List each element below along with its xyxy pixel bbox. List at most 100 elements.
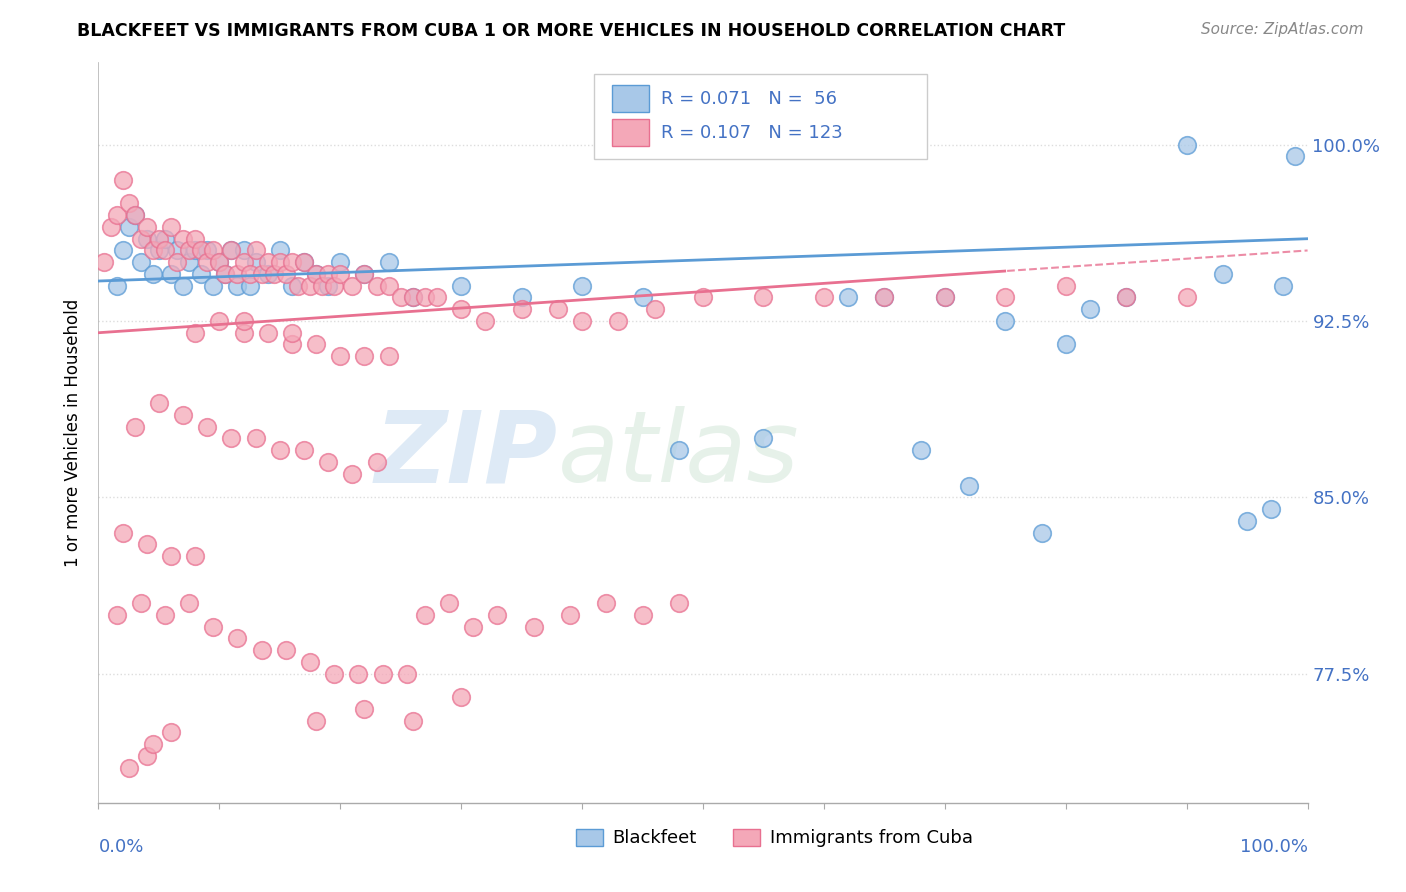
Point	[179, 596, 201, 610]
Point	[105, 208, 128, 222]
Point	[371, 666, 394, 681]
Point	[571, 314, 593, 328]
Point	[510, 290, 533, 304]
Point	[329, 349, 352, 363]
FancyBboxPatch shape	[613, 86, 648, 112]
Point	[148, 244, 170, 258]
Point	[316, 278, 339, 293]
Point	[274, 267, 297, 281]
Point	[202, 244, 225, 258]
Point	[226, 278, 249, 293]
Point	[305, 337, 328, 351]
Point	[413, 290, 436, 304]
Point	[837, 290, 859, 304]
Point	[607, 314, 630, 328]
Point	[994, 290, 1017, 304]
Point	[245, 244, 267, 258]
Point	[256, 255, 278, 269]
Point	[105, 607, 128, 622]
Point	[111, 244, 134, 258]
Point	[1212, 267, 1234, 281]
Point	[160, 267, 183, 281]
Point	[239, 267, 262, 281]
Point	[135, 537, 157, 551]
Point	[873, 290, 896, 304]
Point	[752, 290, 775, 304]
Point	[934, 290, 956, 304]
Point	[281, 337, 304, 351]
Point	[1054, 337, 1077, 351]
Point	[232, 244, 254, 258]
Point	[292, 255, 315, 269]
Point	[179, 255, 201, 269]
Point	[118, 196, 141, 211]
Point	[813, 290, 835, 304]
Point	[450, 302, 472, 317]
Point	[208, 255, 231, 269]
Point	[292, 443, 315, 458]
Point	[668, 596, 690, 610]
Point	[190, 267, 212, 281]
Text: R = 0.107   N = 123: R = 0.107 N = 123	[661, 124, 842, 142]
Text: Source: ZipAtlas.com: Source: ZipAtlas.com	[1201, 22, 1364, 37]
Point	[250, 643, 273, 657]
Point	[450, 690, 472, 704]
Point	[752, 432, 775, 446]
Point	[366, 455, 388, 469]
Point	[1236, 514, 1258, 528]
Point	[118, 760, 141, 774]
Point	[202, 278, 225, 293]
Point	[437, 596, 460, 610]
Point	[474, 314, 496, 328]
Point	[1272, 278, 1295, 293]
Y-axis label: 1 or more Vehicles in Household: 1 or more Vehicles in Household	[65, 299, 83, 566]
Point	[305, 267, 328, 281]
Point	[250, 267, 273, 281]
Text: 100.0%: 100.0%	[1240, 838, 1308, 856]
Point	[214, 267, 236, 281]
Text: Immigrants from Cuba: Immigrants from Cuba	[769, 829, 973, 847]
Point	[402, 290, 425, 304]
Point	[172, 408, 194, 422]
Point	[934, 290, 956, 304]
Point	[547, 302, 569, 317]
Point	[1115, 290, 1137, 304]
Point	[1175, 290, 1198, 304]
Point	[153, 607, 176, 622]
Point	[413, 607, 436, 622]
Point	[142, 737, 165, 751]
Point	[305, 714, 328, 728]
Text: 0.0%: 0.0%	[98, 838, 143, 856]
Point	[353, 267, 375, 281]
Point	[1284, 149, 1306, 163]
Point	[239, 278, 262, 293]
Point	[644, 302, 666, 317]
Point	[93, 255, 115, 269]
Point	[232, 255, 254, 269]
Point	[486, 607, 509, 622]
Point	[402, 714, 425, 728]
Point	[221, 244, 243, 258]
Point	[873, 290, 896, 304]
Point	[426, 290, 449, 304]
Point	[160, 725, 183, 739]
Point	[316, 267, 339, 281]
FancyBboxPatch shape	[595, 73, 927, 159]
Point	[1031, 525, 1053, 540]
Point	[245, 255, 267, 269]
Point	[274, 643, 297, 657]
Point	[571, 278, 593, 293]
Point	[353, 702, 375, 716]
Point	[202, 619, 225, 633]
Point	[118, 219, 141, 234]
Point	[450, 278, 472, 293]
Point	[214, 267, 236, 281]
Point	[353, 349, 375, 363]
Point	[292, 255, 315, 269]
Point	[668, 443, 690, 458]
Point	[1260, 502, 1282, 516]
Point	[269, 255, 291, 269]
Point	[389, 290, 412, 304]
Point	[172, 232, 194, 246]
Point	[269, 443, 291, 458]
